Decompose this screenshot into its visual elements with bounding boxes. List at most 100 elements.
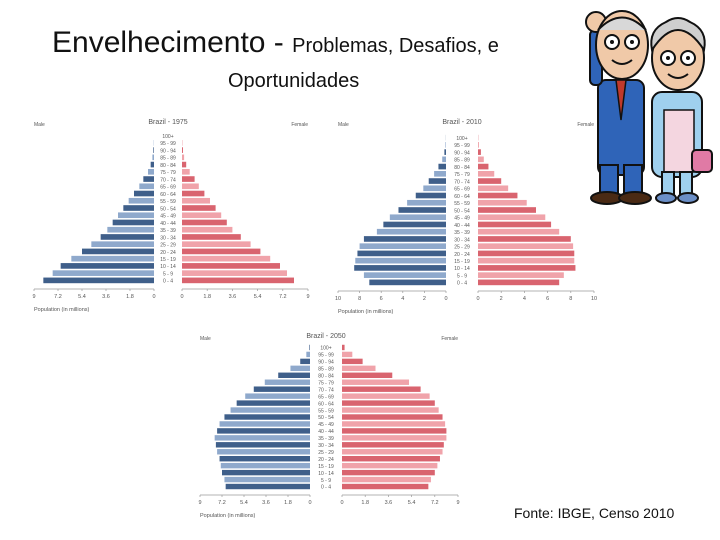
age-group-label: 45 - 49 bbox=[160, 214, 176, 220]
age-group-label: 15 - 19 bbox=[318, 464, 334, 470]
male-label: Male bbox=[200, 336, 211, 342]
female-bar bbox=[182, 263, 280, 269]
age-group-label: 0 - 4 bbox=[163, 279, 173, 285]
male-bar bbox=[389, 214, 446, 221]
female-bar bbox=[478, 163, 489, 170]
female-bar bbox=[342, 393, 430, 399]
x-axis-title: Population (in millions) bbox=[200, 513, 255, 519]
female-bar bbox=[478, 250, 575, 257]
male-bar bbox=[71, 255, 154, 262]
slide-title-sub: Problemas, Desafios, e bbox=[292, 35, 499, 57]
age-group-label: 85 - 89 bbox=[454, 158, 470, 164]
male-bar bbox=[217, 449, 310, 455]
male-bar bbox=[222, 469, 310, 476]
age-group-label: 70 - 74 bbox=[160, 177, 176, 183]
x-tick-label: 2 bbox=[500, 296, 503, 302]
male-bar bbox=[376, 228, 446, 235]
male-bar bbox=[128, 197, 154, 204]
x-tick-label: 1.8 bbox=[126, 294, 134, 300]
age-group-label: 10 - 14 bbox=[454, 266, 470, 272]
male-bar bbox=[217, 428, 310, 434]
slide-title-main: Envelhecimento - bbox=[52, 26, 293, 59]
male-bar bbox=[264, 379, 310, 385]
male-bar bbox=[230, 407, 310, 413]
male-bar bbox=[363, 272, 446, 278]
male-bar bbox=[143, 176, 154, 182]
age-group-label: 95 - 99 bbox=[454, 143, 470, 149]
male-bar bbox=[52, 270, 154, 276]
age-group-label: 20 - 24 bbox=[318, 457, 334, 463]
male-bar bbox=[152, 154, 154, 161]
female-bar bbox=[478, 192, 518, 199]
male-bar bbox=[354, 265, 446, 271]
x-tick-label: 0 bbox=[444, 296, 447, 302]
male-bar bbox=[214, 435, 310, 441]
female-bar bbox=[342, 462, 438, 469]
female-bar bbox=[478, 142, 479, 148]
female-bar bbox=[342, 469, 435, 476]
male-label: Male bbox=[34, 122, 45, 128]
age-group-label: 65 - 69 bbox=[318, 394, 334, 400]
male-bar bbox=[224, 414, 310, 420]
female-bar bbox=[182, 183, 199, 190]
x-tick-label: 9 bbox=[32, 294, 35, 300]
female-bar bbox=[182, 147, 183, 153]
age-group-label: 20 - 24 bbox=[160, 250, 176, 256]
female-bar bbox=[342, 344, 345, 351]
female-bar bbox=[478, 279, 560, 286]
female-bar bbox=[182, 168, 190, 175]
female-label: Female bbox=[291, 122, 308, 128]
female-bar bbox=[342, 407, 439, 413]
age-group-label: 70 - 74 bbox=[318, 387, 334, 393]
age-group-label: 80 - 84 bbox=[454, 165, 470, 171]
x-tick-label: 7.2 bbox=[279, 294, 287, 300]
x-tick-label: 0 bbox=[152, 294, 155, 300]
x-tick-label: 1.8 bbox=[203, 294, 211, 300]
age-group-label: 90 - 94 bbox=[318, 360, 334, 366]
age-group-label: 55 - 59 bbox=[454, 201, 470, 207]
male-bar bbox=[43, 277, 155, 284]
male-bar bbox=[290, 365, 310, 372]
age-group-label: 60 - 64 bbox=[160, 192, 176, 198]
male-bar bbox=[428, 178, 446, 184]
elderly-couple-icon bbox=[585, 10, 713, 205]
male-bar bbox=[444, 149, 446, 155]
age-group-label: 85 - 89 bbox=[318, 367, 334, 373]
x-tick-label: 10 bbox=[335, 296, 341, 302]
male-bar bbox=[123, 205, 154, 211]
age-group-label: 30 - 34 bbox=[318, 443, 334, 449]
female-bar bbox=[478, 170, 495, 177]
x-tick-label: 3.6 bbox=[262, 500, 270, 506]
x-tick-label: 0 bbox=[308, 500, 311, 506]
female-bar bbox=[478, 156, 484, 163]
female-bar bbox=[342, 414, 443, 420]
male-bar bbox=[219, 456, 310, 462]
female-bar bbox=[342, 379, 410, 385]
x-tick-label: 8 bbox=[569, 296, 572, 302]
x-tick-label: 9 bbox=[198, 500, 201, 506]
age-group-label: 35 - 39 bbox=[454, 230, 470, 236]
female-bar bbox=[182, 277, 294, 284]
age-group-label: 75 - 79 bbox=[318, 380, 334, 386]
x-tick-label: 9 bbox=[306, 294, 309, 300]
age-group-label: 95 - 99 bbox=[160, 141, 176, 147]
age-group-label: 10 - 14 bbox=[160, 264, 176, 270]
female-bar bbox=[342, 442, 444, 448]
female-bar bbox=[182, 248, 261, 255]
female-bar bbox=[182, 190, 205, 197]
x-tick-label: 6 bbox=[380, 296, 383, 302]
x-tick-label: 4 bbox=[401, 296, 404, 302]
female-bar bbox=[182, 205, 216, 211]
female-bar bbox=[342, 483, 429, 490]
male-bar bbox=[383, 221, 446, 228]
age-group-label: 25 - 29 bbox=[160, 243, 176, 249]
female-label: Female bbox=[577, 122, 594, 128]
male-bar bbox=[225, 483, 310, 490]
male-bar bbox=[107, 226, 154, 233]
x-tick-label: 0 bbox=[476, 296, 479, 302]
female-bar bbox=[478, 228, 560, 235]
age-group-label: 35 - 39 bbox=[160, 228, 176, 234]
x-axis-title: Population (in millions) bbox=[338, 309, 393, 315]
male-bar bbox=[100, 234, 154, 240]
